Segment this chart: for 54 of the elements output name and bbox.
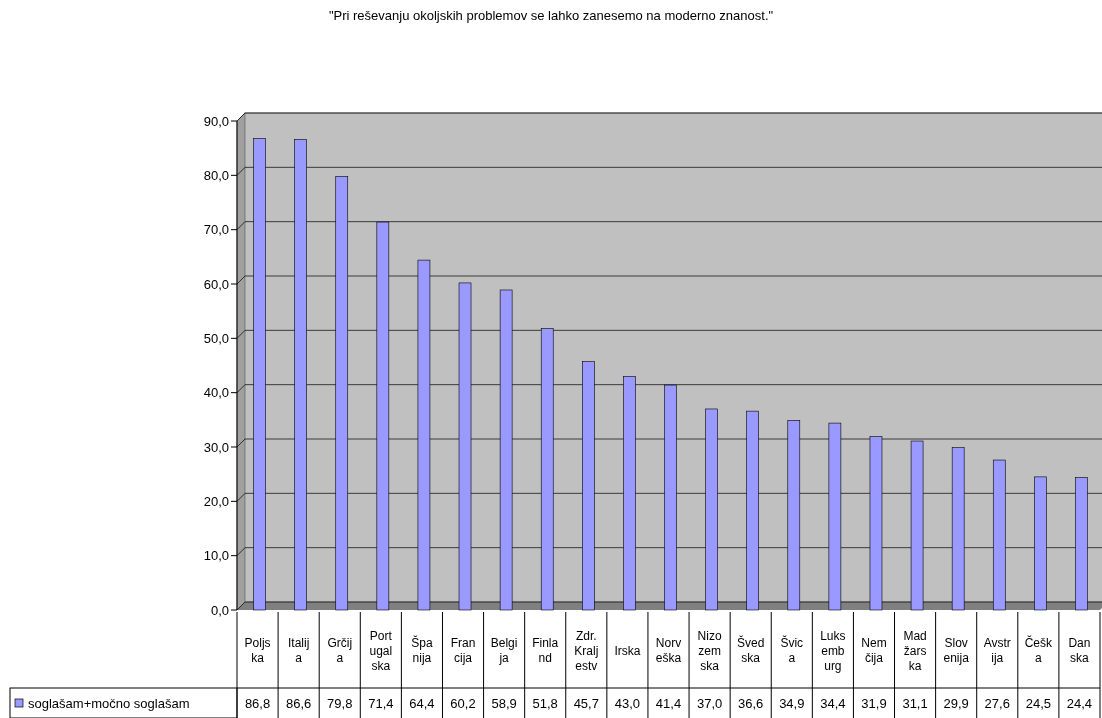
x-tick-label: Češka [1024, 635, 1054, 665]
data-label: 58,9 [491, 695, 517, 711]
data-label: 43,0 [614, 695, 641, 711]
x-tick-label: Portugalska [369, 628, 393, 673]
legend-label: soglašam+močno soglašam [28, 695, 190, 711]
data-label: 29,9 [943, 695, 969, 711]
data-label: 37,0 [696, 695, 723, 711]
x-tick-label: Španija [411, 635, 433, 665]
data-label: 31,9 [861, 695, 887, 711]
data-label: 64,4 [409, 695, 435, 711]
data-label: 34,9 [779, 695, 805, 711]
x-tick-label: Grčija [327, 636, 353, 665]
data-label: 79,8 [327, 695, 353, 711]
x-tick-label: Švedska [737, 635, 765, 665]
data-label: 51,8 [532, 695, 558, 711]
y-tick-label: 20,0 [203, 493, 229, 509]
x-tick-label: Nemčija [861, 636, 887, 665]
x-tick-label: Slovenija [943, 636, 970, 665]
data-label: 36,6 [738, 695, 764, 711]
y-tick-label: 40,0 [203, 385, 229, 401]
x-tick-label: Poljska [244, 636, 271, 665]
x-tick-label: Zdr. Kraljestv [574, 628, 599, 673]
x-tick-label: Luksemburg [820, 628, 846, 673]
data-label: 60,2 [450, 695, 476, 711]
x-tick-label: Danska [1068, 636, 1091, 665]
x-tick-label: Avstrija [983, 636, 1011, 665]
data-label: 86,8 [244, 695, 271, 711]
x-tick-label: Madžarska [903, 628, 927, 673]
y-tick-label: 60,0 [203, 276, 229, 292]
x-tick-label: Francija [450, 636, 476, 665]
x-tick-label: Irska [614, 643, 641, 658]
data-label: 31,1 [902, 695, 928, 711]
data-label: 45,7 [573, 695, 599, 711]
data-label: 71,4 [368, 695, 394, 711]
data-label: 86,6 [285, 695, 312, 711]
y-tick-label: 80,0 [203, 167, 229, 183]
x-tick-label: Švica [780, 635, 804, 665]
data-label: 27,6 [984, 695, 1010, 711]
chart-title: "Pri reševanju okoljskih problemov se lahko zanesemo na moderno znanost." [328, 8, 774, 23]
x-tick-label: Finland [532, 636, 559, 665]
y-tick-label: 10,0 [203, 548, 229, 564]
y-tick-label: 50,0 [203, 330, 229, 346]
x-tick-label: Belgija [490, 636, 518, 665]
x-tick-label: Nizozemska [697, 628, 722, 673]
data-label: 41,4 [655, 695, 682, 711]
data-label: 34,4 [820, 695, 846, 711]
y-tick-label: 0,0 [210, 602, 229, 618]
y-tick-label: 90,0 [203, 113, 229, 129]
data-label: 24,4 [1066, 695, 1093, 711]
x-tick-label: Italija [287, 636, 310, 665]
y-tick-label: 70,0 [203, 222, 229, 238]
y-tick-label: 30,0 [203, 439, 229, 455]
x-tick-label: Norveška [655, 636, 682, 665]
data-label: 24,5 [1025, 695, 1052, 711]
